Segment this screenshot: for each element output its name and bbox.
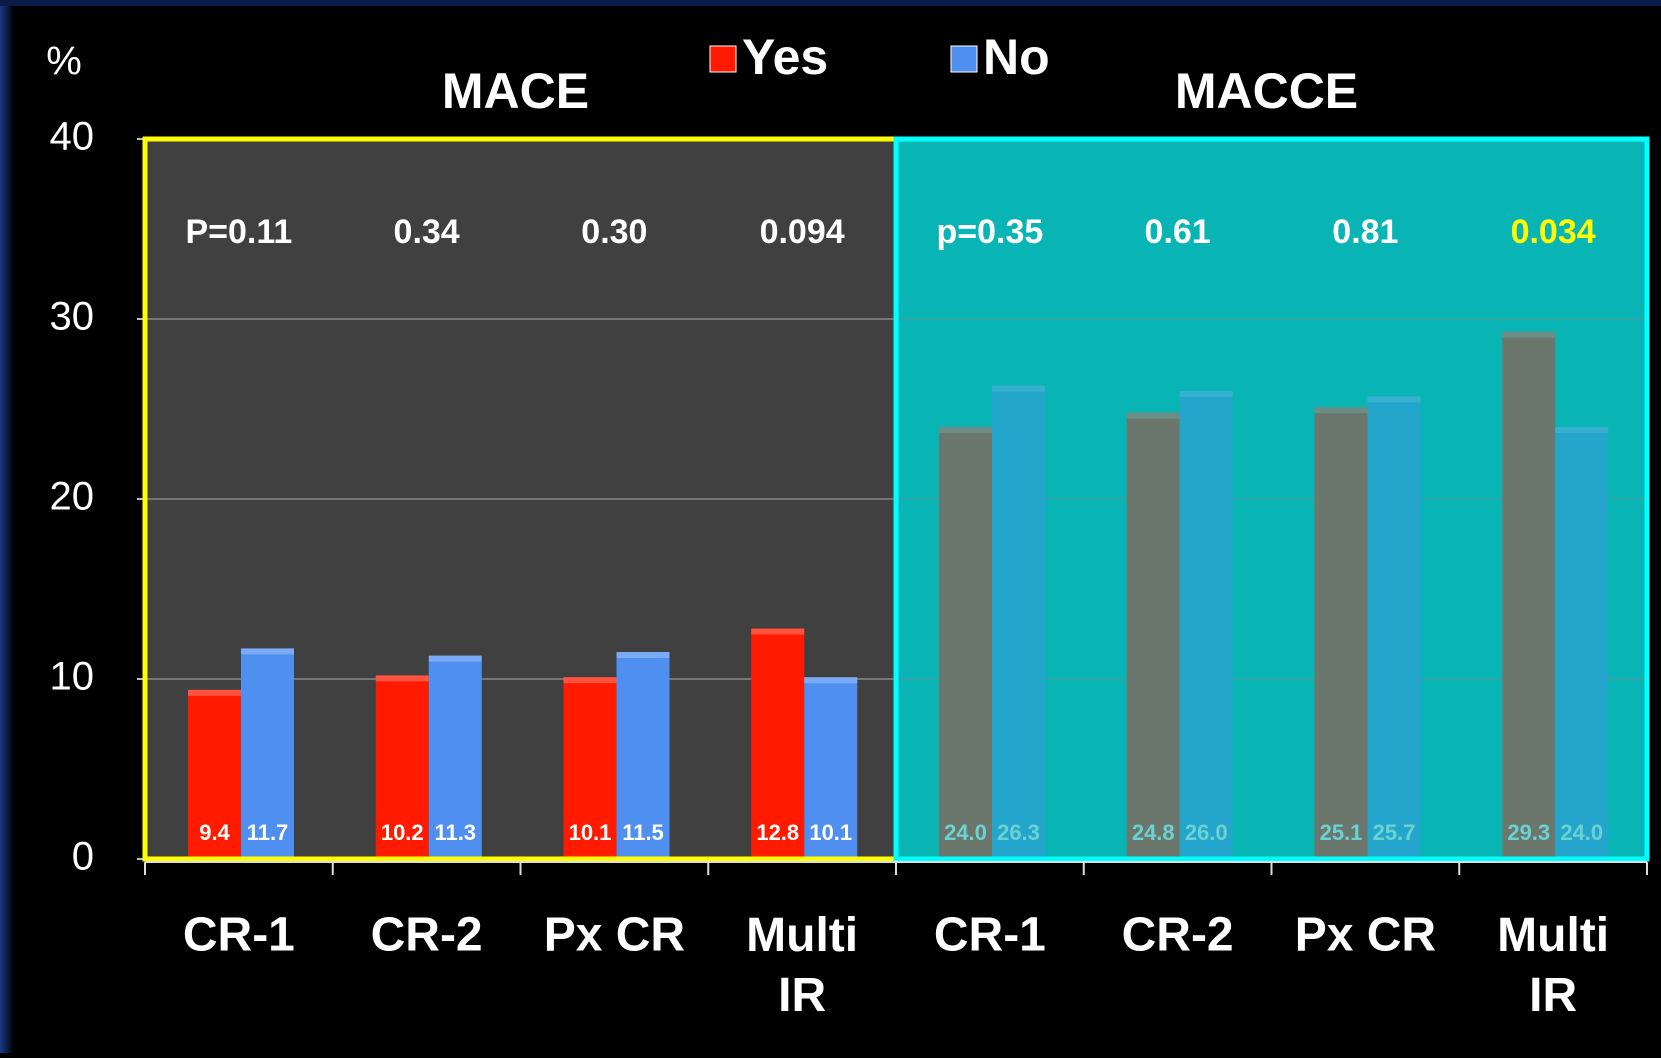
bar — [241, 648, 294, 859]
data-label: 11.7 — [247, 820, 289, 845]
bar — [375, 675, 429, 859]
bar — [616, 652, 670, 859]
annotation: 0.30 — [581, 213, 647, 251]
annotation: 0.034 — [1511, 213, 1596, 251]
bar — [751, 628, 805, 859]
bar-highlight — [375, 675, 429, 682]
bar-highlight — [428, 655, 482, 662]
background-edge — [0, 0, 14, 1053]
x-tick-label: CR-2 — [371, 909, 483, 962]
annotation: 0.34 — [394, 213, 460, 251]
x-tick-label-line: IR — [1529, 969, 1577, 1022]
y-tick-label: 30 — [50, 295, 95, 339]
x-tick-label-line: Multi — [1497, 909, 1609, 962]
x-tick-label: Multi IR — [1497, 909, 1609, 1022]
legend-swatch — [709, 45, 737, 73]
group-overlay — [896, 139, 1647, 859]
x-tick-label: Multi IR — [746, 909, 858, 1022]
bar — [563, 677, 617, 859]
data-label: 11.5 — [622, 820, 664, 845]
bar-highlight — [751, 628, 805, 635]
y-tick-label: 0 — [72, 835, 94, 879]
y-tick-label: 10 — [50, 655, 95, 699]
y-tick-label: 20 — [50, 475, 95, 519]
x-tick-label-line: Multi — [746, 909, 858, 962]
x-tick-label: CR-2 — [1122, 909, 1234, 962]
annotation: 0.81 — [1332, 213, 1398, 251]
legend-swatch — [950, 45, 978, 73]
bar-highlight — [616, 652, 670, 658]
bar — [188, 689, 241, 859]
y-axis-label: % — [46, 40, 82, 84]
annotation: 0.61 — [1145, 213, 1211, 251]
bar-highlight — [188, 689, 241, 696]
data-label: 10.2 — [381, 820, 424, 845]
data-label: 10.1 — [809, 820, 852, 845]
x-tick-label: Px CR — [1295, 909, 1436, 962]
x-tick-label: CR-1 — [183, 909, 295, 962]
legend-label: Yes — [742, 29, 828, 85]
annotation: 0.094 — [760, 213, 845, 251]
bar — [804, 677, 858, 859]
group-title: MACE — [442, 63, 589, 119]
legend-label: No — [983, 29, 1050, 85]
group-title: MACCE — [1175, 63, 1358, 119]
bar-highlight — [241, 648, 294, 655]
bar — [428, 655, 482, 859]
x-tick-label: Px CR — [544, 909, 685, 962]
data-label: 11.3 — [434, 820, 476, 845]
bar-highlight — [563, 677, 617, 684]
annotation: P=0.11 — [185, 213, 292, 251]
bar-highlight — [804, 677, 858, 684]
data-label: 9.4 — [199, 820, 230, 845]
data-label: 12.8 — [756, 820, 799, 845]
background-edge — [0, 0, 1661, 6]
group-border — [893, 136, 1650, 862]
x-tick-label-line: IR — [778, 969, 826, 1022]
annotation: p=0.35 — [936, 213, 1043, 251]
x-tick-label: CR-1 — [934, 909, 1046, 962]
y-tick-label: 40 — [50, 115, 95, 159]
data-label: 10.1 — [569, 820, 612, 845]
